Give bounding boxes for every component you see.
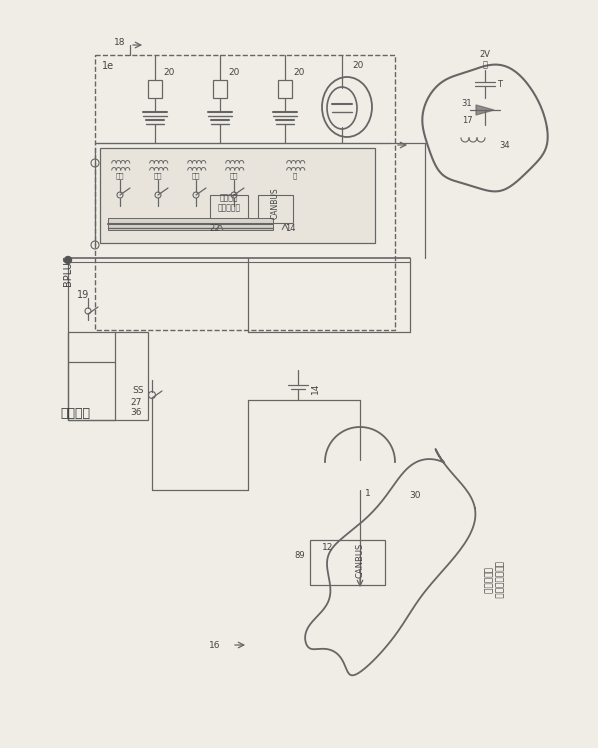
Text: 電池保護: 電池保護 — [60, 406, 90, 420]
Bar — [213, 80, 227, 98]
Text: 17: 17 — [462, 115, 472, 124]
Polygon shape — [476, 105, 494, 115]
Text: BPLUS: BPLUS — [63, 254, 73, 286]
Text: CANBUS: CANBUS — [355, 542, 365, 577]
Text: エコ: エコ — [116, 173, 124, 180]
Bar — [210, 195, 248, 223]
Text: 36: 36 — [130, 408, 142, 417]
Text: 20: 20 — [163, 67, 175, 76]
Text: CANBUS: CANBUS — [270, 187, 279, 219]
Text: エコ: エコ — [230, 173, 238, 180]
Text: 20: 20 — [352, 61, 364, 70]
Text: 19: 19 — [77, 290, 89, 300]
Text: 27: 27 — [130, 397, 142, 406]
Text: 1e: 1e — [102, 61, 114, 71]
Bar — [278, 80, 292, 98]
Text: コ: コ — [293, 173, 297, 180]
Bar — [148, 80, 162, 98]
Text: 18: 18 — [114, 37, 126, 46]
Text: 2V
山: 2V 山 — [480, 50, 490, 70]
Text: エコ: エコ — [192, 173, 200, 180]
Text: 30: 30 — [409, 491, 421, 500]
Text: 22: 22 — [210, 224, 220, 233]
Text: 1: 1 — [365, 488, 371, 497]
Text: 31: 31 — [462, 99, 472, 108]
Text: マイクロ
プロセッサ: マイクロ プロセッサ — [218, 193, 240, 212]
Text: 89: 89 — [294, 551, 305, 560]
Text: 14: 14 — [310, 382, 319, 393]
Text: 34: 34 — [500, 141, 510, 150]
Text: 16: 16 — [209, 640, 221, 649]
Bar — [68, 332, 148, 420]
Text: 20: 20 — [228, 67, 240, 76]
Bar — [258, 195, 293, 223]
Text: ーロントローラ
車両コント: ーロントローラ 車両コント — [483, 561, 502, 599]
Bar — [108, 218, 273, 230]
Bar — [95, 55, 395, 330]
Text: 14: 14 — [285, 224, 295, 233]
Text: エコ: エコ — [154, 173, 162, 180]
Bar — [100, 148, 375, 243]
Text: 20: 20 — [293, 67, 305, 76]
Text: 12: 12 — [322, 544, 333, 553]
Text: SS: SS — [133, 385, 144, 394]
Circle shape — [65, 257, 72, 263]
Bar — [310, 540, 385, 585]
Text: T: T — [498, 79, 502, 88]
